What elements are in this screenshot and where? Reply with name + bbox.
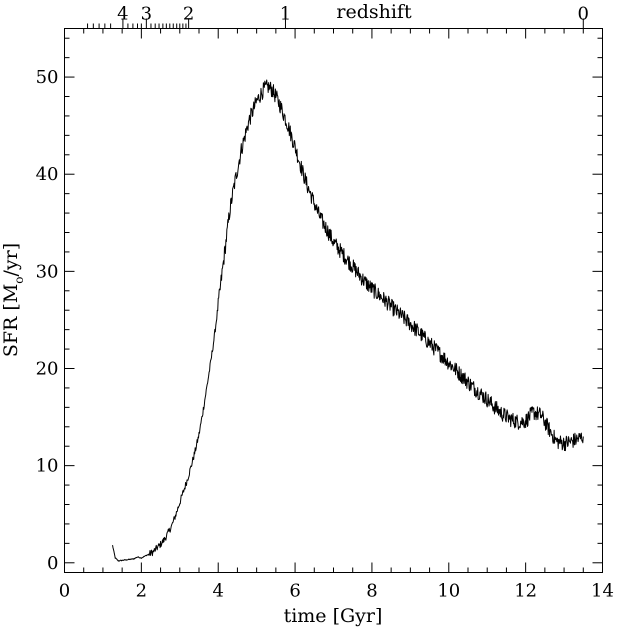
plot-frame xyxy=(64,28,603,573)
redshift-tick-label: 2 xyxy=(183,4,194,25)
x-tick-label: 0 xyxy=(59,581,70,602)
x-tick-label: 8 xyxy=(366,581,377,602)
x-tick-label: 10 xyxy=(437,581,460,602)
x-tick-label: 2 xyxy=(136,581,147,602)
redshift-tick-label: 3 xyxy=(141,4,152,25)
sfr-series-line xyxy=(112,79,584,562)
redshift-tick-label: 1 xyxy=(280,4,291,25)
y-tick-label: 30 xyxy=(36,261,59,282)
x-axis: 0 2 4 6 8 10 12 14 xyxy=(59,28,614,602)
redshift-axis-title: redshift xyxy=(336,1,412,23)
y-tick-label: 50 xyxy=(36,67,59,88)
y-tick-label: 0 xyxy=(47,553,58,574)
redshift-tick-label: 0 xyxy=(578,4,589,25)
y-tick-label: 40 xyxy=(36,164,59,185)
y-axis-title-tail: /yr] xyxy=(0,243,22,277)
y-axis-title-sub: o xyxy=(12,276,26,283)
y-tick-label: 10 xyxy=(36,456,59,477)
y-axis: 0 10 20 30 40 50 xyxy=(36,37,603,574)
x-tick-label: 4 xyxy=(212,581,223,602)
x-tick-label: 6 xyxy=(289,581,300,602)
redshift-tick-label: 4 xyxy=(117,4,128,25)
x-tick-label: 12 xyxy=(514,581,537,602)
x-tick-label: 14 xyxy=(591,581,614,602)
x-axis-title: time [Gyr] xyxy=(284,605,383,627)
y-tick-label: 20 xyxy=(36,359,59,380)
y-axis-title-main: SFR [M xyxy=(0,284,22,357)
y-axis-title: SFR [Mo/yr] xyxy=(0,243,26,357)
